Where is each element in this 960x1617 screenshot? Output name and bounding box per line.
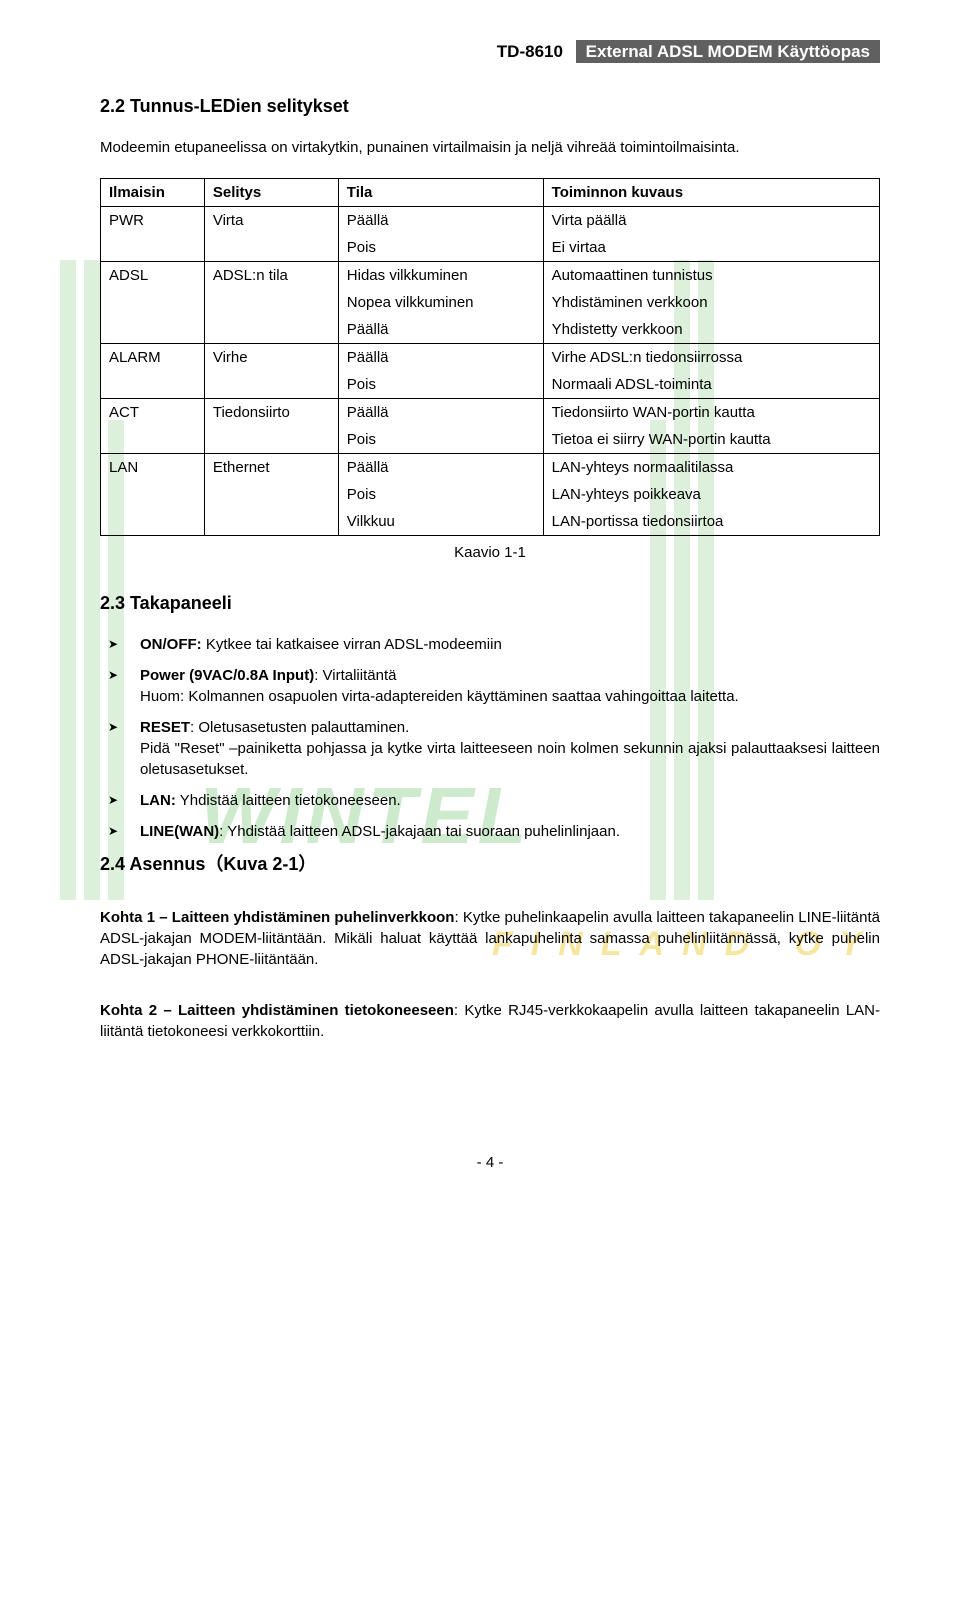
cell: Nopea vilkkuminen — [338, 289, 543, 316]
section-22-heading: 2.2 Tunnus-LEDien selitykset — [100, 94, 880, 119]
th-ilmaisin: Ilmaisin — [101, 178, 205, 206]
cell-lan: LAN — [101, 453, 205, 535]
cell: Virta päällä — [543, 206, 879, 234]
cell: Pois — [338, 371, 543, 399]
section-23-list: ON/OFF: Kytkee tai katkaisee virran ADSL… — [104, 634, 880, 842]
cell-adsl-sel: ADSL:n tila — [204, 261, 338, 343]
cell: Yhdistetty verkkoon — [543, 316, 879, 344]
cell: Päällä — [338, 316, 543, 344]
page-number: - 4 - — [100, 1152, 880, 1173]
cell: Automaattinen tunnistus — [543, 261, 879, 289]
cell: Tiedonsiirto WAN-portin kautta — [543, 398, 879, 426]
item-label: ON/OFF: — [140, 636, 202, 653]
cell: LAN-yhteys normaalitilassa — [543, 453, 879, 481]
led-table: Ilmaisin Selitys Tila Toiminnon kuvaus P… — [100, 178, 880, 536]
th-kuvaus: Toiminnon kuvaus — [543, 178, 879, 206]
cell-adsl: ADSL — [101, 261, 205, 343]
cell: LAN-portissa tiedonsiirtoa — [543, 508, 879, 536]
cell: Päällä — [338, 453, 543, 481]
cell: Pois — [338, 481, 543, 508]
cell-alarm-sel: Virhe — [204, 343, 338, 398]
cell: Normaali ADSL-toiminta — [543, 371, 879, 399]
cell-pwr: PWR — [101, 206, 205, 261]
section-23-heading: 2.3 Takapaneeli — [100, 591, 880, 616]
kohta-1-label: Kohta 1 – Laitteen yhdistäminen puhelinv… — [100, 909, 454, 926]
cell: Vilkkuu — [338, 508, 543, 536]
cell: LAN-yhteys poikkeava — [543, 481, 879, 508]
list-item: ON/OFF: Kytkee tai katkaisee virran ADSL… — [104, 634, 880, 655]
cell-act: ACT — [101, 398, 205, 453]
cell-lan-sel: Ethernet — [204, 453, 338, 535]
cell: Ei virtaa — [543, 234, 879, 262]
th-tila: Tila — [338, 178, 543, 206]
cell: Virhe ADSL:n tiedonsiirrossa — [543, 343, 879, 371]
cell: Tietoa ei siirry WAN-portin kautta — [543, 426, 879, 454]
item-label: LAN: — [140, 792, 176, 809]
item-text: : Yhdistää laitteen ADSL-jakajaan tai su… — [219, 823, 620, 840]
cell-act-sel: Tiedonsiirto — [204, 398, 338, 453]
item-label: RESET — [140, 719, 190, 736]
item-extra: Pidä "Reset" –painiketta pohjassa ja kyt… — [140, 740, 880, 778]
item-label: Power (9VAC/0.8A Input) — [140, 667, 314, 684]
cell: Pois — [338, 234, 543, 262]
list-item: LINE(WAN): Yhdistää laitteen ADSL-jakaja… — [104, 821, 880, 842]
document-header: TD-8610 External ADSL MODEM Käyttöopas — [100, 40, 880, 64]
cell: Pois — [338, 426, 543, 454]
list-item: Power (9VAC/0.8A Input): Virtaliitäntä H… — [104, 665, 880, 707]
header-title: External ADSL MODEM Käyttöopas — [576, 40, 880, 63]
kohta-1: Kohta 1 – Laitteen yhdistäminen puhelinv… — [100, 907, 880, 970]
kohta-2: Kohta 2 – Laitteen yhdistäminen tietokon… — [100, 1000, 880, 1042]
kohta-2-label: Kohta 2 – Laitteen yhdistäminen tietokon… — [100, 1002, 454, 1019]
list-item: RESET: Oletusasetusten palauttaminen. Pi… — [104, 717, 880, 780]
cell: Hidas vilkkuminen — [338, 261, 543, 289]
item-text: Yhdistää laitteen tietokoneeseen. — [176, 792, 401, 809]
item-extra: Huom: Kolmannen osapuolen virta-adaptere… — [140, 688, 739, 705]
cell: Päällä — [338, 343, 543, 371]
item-text: : Oletusasetusten palauttaminen. — [190, 719, 409, 736]
list-item: LAN: Yhdistää laitteen tietokoneeseen. — [104, 790, 880, 811]
cell-pwr-sel: Virta — [204, 206, 338, 261]
th-selitys: Selitys — [204, 178, 338, 206]
cell-alarm: ALARM — [101, 343, 205, 398]
cell: Päällä — [338, 206, 543, 234]
section-24-heading: 2.4 Asennus（Kuva 2-1） — [100, 852, 880, 877]
table-caption: Kaavio 1-1 — [100, 542, 880, 563]
cell: Päällä — [338, 398, 543, 426]
section-22-intro: Modeemin etupaneelissa on virtakytkin, p… — [100, 137, 880, 158]
model-number: TD-8610 — [497, 42, 563, 61]
item-label: LINE(WAN) — [140, 823, 219, 840]
item-text: : Virtaliitäntä — [314, 667, 396, 684]
item-text: Kytkee tai katkaisee virran ADSL-modeemi… — [202, 636, 502, 653]
cell: Yhdistäminen verkkoon — [543, 289, 879, 316]
